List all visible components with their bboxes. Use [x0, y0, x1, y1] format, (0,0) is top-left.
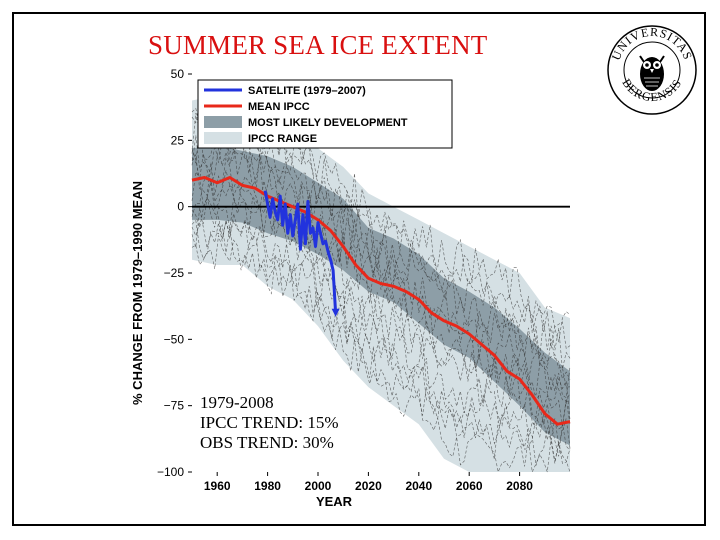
y-tick-label: 0	[177, 200, 184, 214]
legend-label: MOST LIKELY DEVELOPMENT	[248, 117, 408, 129]
sea-ice-chart: 50 25 0 −25 −50 −75 −100 1960 1980 2000 2020 2040 20…	[130, 67, 571, 509]
chart-axes: 50 25 0 −25 −50 −75 −100 1960 1980 2000 2020 2040 20…	[130, 67, 533, 509]
y-tick-label: −75	[164, 399, 185, 413]
trend-annotation: 1979-2008 IPCC TREND: 15% OBS TREND: 30%	[200, 393, 339, 452]
y-tick-label: 25	[171, 133, 185, 147]
svg-text:UNIVERSITAS: UNIVERSITAS	[609, 25, 696, 62]
series-satelite	[263, 190, 338, 313]
annotation-obs-trend: OBS TREND: 30%	[200, 433, 334, 452]
legend-label: MEAN IPCC	[248, 101, 310, 113]
y-axis-label: % CHANGE FROM 1979–1990 MEAN	[130, 181, 145, 405]
model-run	[191, 207, 571, 457]
chart-lines	[191, 176, 571, 426]
legend-label: SATELITE (1979–2007)	[248, 85, 366, 97]
model-run	[191, 170, 571, 420]
series-mean-ipcc	[191, 176, 571, 426]
legend-swatch	[204, 116, 242, 128]
model-run	[191, 127, 571, 381]
legend-label: IPCC RANGE	[248, 133, 317, 145]
owl-icon	[639, 55, 665, 91]
chart-legend: SATELITE (1979–2007) MEAN IPCC MOST LIKELY…	[197, 79, 453, 149]
model-run	[191, 196, 571, 449]
x-tick-label: 2080	[506, 479, 533, 493]
y-tick-label: −25	[164, 266, 185, 280]
model-run	[191, 196, 571, 430]
annotation-period: 1979-2008	[200, 393, 274, 412]
model-run	[191, 135, 571, 388]
model-run	[191, 174, 571, 426]
x-tick-label: 1980	[254, 479, 281, 493]
y-tick-label: −100	[157, 465, 184, 479]
legend-swatch	[204, 132, 242, 144]
x-tick-label: 2040	[405, 479, 432, 493]
satellite-arrow-icon	[331, 308, 340, 317]
x-axis-label: YEAR	[316, 494, 353, 509]
logo-text-top: UNIVERSITAS	[609, 25, 695, 62]
slide-title: SUMMER SEA ICE EXTENT	[148, 30, 488, 60]
x-tick-label: 1960	[204, 479, 231, 493]
x-tick-label: 2020	[355, 479, 382, 493]
x-tick-label: 2000	[305, 479, 332, 493]
y-tick-label: 50	[171, 67, 185, 81]
model-run	[191, 235, 571, 474]
university-seal-logo: UNIVERSITAS BERGENSIS	[607, 25, 697, 115]
annotation-ipcc-trend: IPCC TREND: 15%	[200, 413, 339, 432]
slide-frame	[12, 12, 706, 526]
model-run	[191, 148, 571, 399]
y-tick-label: −50	[164, 332, 185, 346]
x-tick-label: 2060	[456, 479, 483, 493]
